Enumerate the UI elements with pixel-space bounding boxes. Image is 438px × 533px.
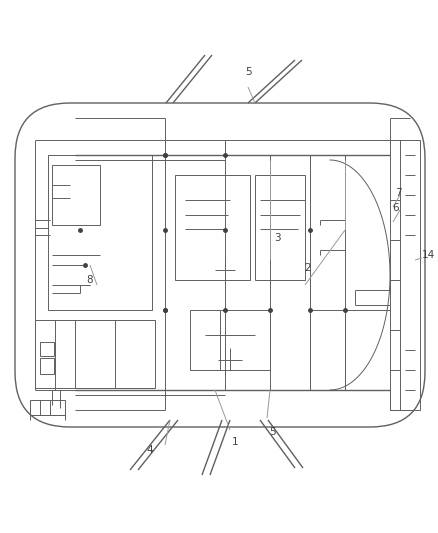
Bar (255, 175, 305, 280)
Bar (175, 175, 250, 280)
Text: 7: 7 (395, 188, 401, 198)
Text: 5: 5 (245, 67, 251, 77)
Text: 5: 5 (270, 427, 276, 437)
Text: 6: 6 (393, 203, 399, 213)
Text: 8: 8 (87, 275, 93, 285)
Text: 1: 1 (232, 437, 238, 447)
Bar (35, 320, 155, 388)
Bar (190, 310, 270, 370)
Bar (40, 358, 54, 374)
Text: 14: 14 (421, 250, 434, 260)
Text: 2: 2 (305, 263, 311, 273)
Bar (30, 400, 65, 415)
Text: 3: 3 (274, 233, 280, 243)
Bar (40, 342, 54, 356)
Bar (52, 165, 100, 225)
Bar (390, 140, 420, 410)
Bar (48, 155, 152, 310)
Text: 4: 4 (147, 445, 153, 455)
